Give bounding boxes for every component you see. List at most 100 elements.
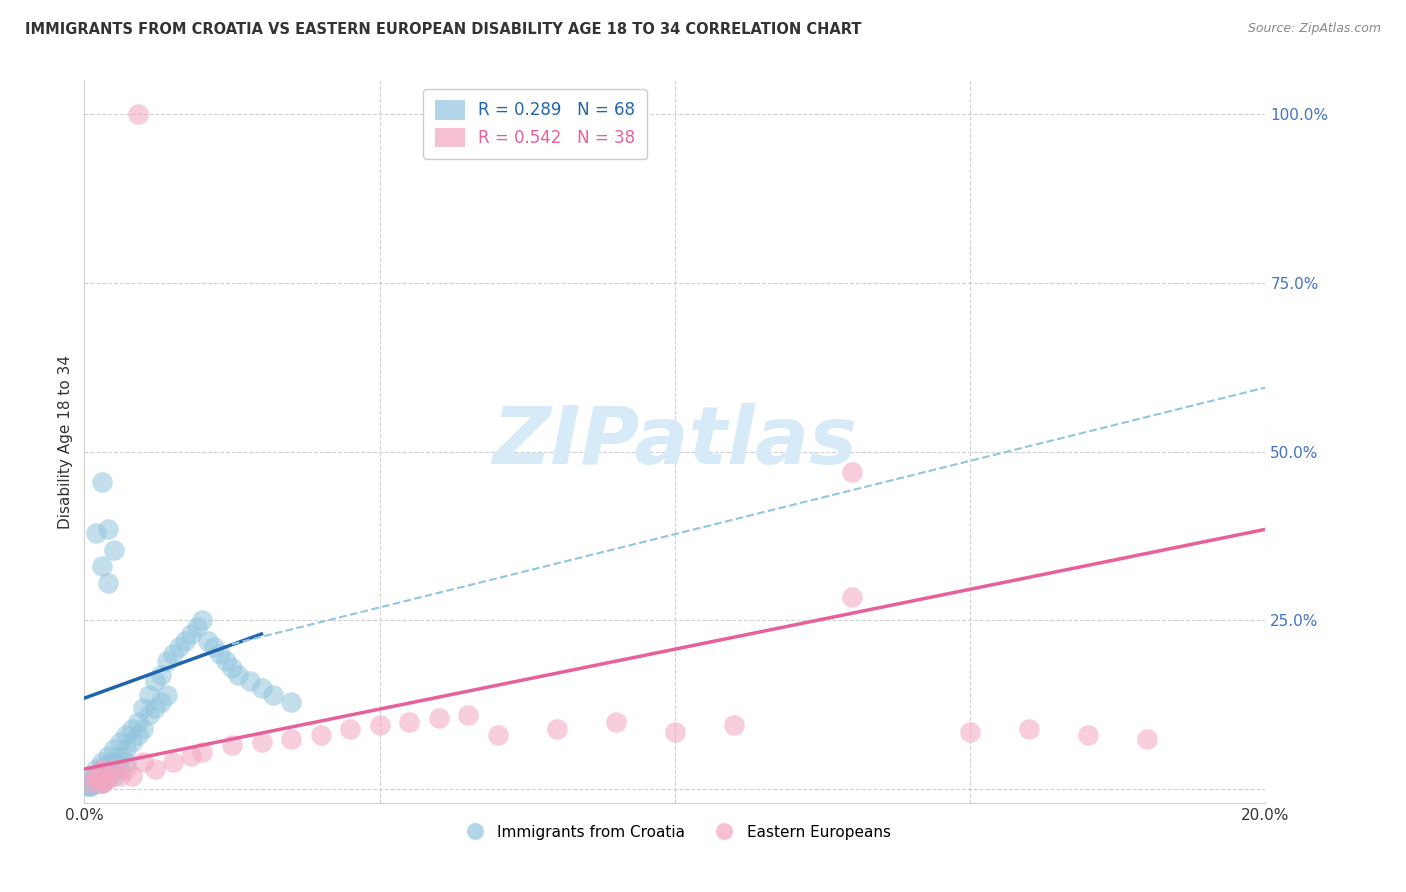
Point — [191, 614, 214, 628]
Point — [1136, 731, 1159, 746]
Point — [398, 714, 420, 729]
Point — [150, 694, 173, 708]
Point — [427, 711, 450, 725]
Point — [91, 762, 114, 776]
Point — [84, 772, 107, 787]
Point — [79, 775, 101, 789]
Legend: Immigrants from Croatia, Eastern Europeans: Immigrants from Croatia, Eastern Europea… — [453, 819, 897, 846]
Point — [127, 107, 149, 121]
Point — [186, 620, 208, 634]
Point — [103, 542, 125, 557]
Point — [91, 762, 114, 776]
Point — [114, 741, 136, 756]
Point — [97, 522, 120, 536]
Point — [150, 667, 173, 681]
Point — [84, 769, 107, 783]
Point — [162, 647, 184, 661]
Point — [84, 775, 107, 789]
Point — [457, 708, 479, 723]
Point — [143, 701, 166, 715]
Point — [79, 779, 101, 793]
Point — [138, 688, 160, 702]
Point — [97, 748, 120, 763]
Point — [127, 728, 149, 742]
Point — [94, 758, 117, 772]
Point — [91, 775, 114, 789]
Point — [250, 681, 273, 695]
Point — [87, 765, 111, 780]
Point — [546, 722, 568, 736]
Point — [114, 756, 136, 770]
Point — [1018, 722, 1040, 736]
Point — [143, 674, 166, 689]
Point — [664, 725, 686, 739]
Point — [91, 756, 114, 770]
Point — [180, 627, 202, 641]
Point — [156, 654, 179, 668]
Point — [97, 576, 120, 591]
Point — [103, 762, 125, 776]
Point — [84, 769, 107, 783]
Point — [91, 769, 114, 783]
Point — [280, 731, 302, 746]
Point — [91, 775, 114, 789]
Point — [202, 640, 225, 655]
Point — [156, 688, 179, 702]
Point — [723, 718, 745, 732]
Point — [221, 661, 243, 675]
Point — [79, 775, 101, 789]
Point — [197, 633, 219, 648]
Point — [108, 762, 131, 776]
Point — [97, 762, 120, 776]
Point — [368, 718, 391, 732]
Point — [132, 756, 155, 770]
Point — [91, 475, 114, 489]
Point — [79, 775, 101, 789]
Point — [79, 769, 101, 783]
Point — [84, 762, 107, 776]
Point — [103, 756, 125, 770]
Point — [841, 465, 863, 479]
Point — [339, 722, 361, 736]
Text: IMMIGRANTS FROM CROATIA VS EASTERN EUROPEAN DISABILITY AGE 18 TO 34 CORRELATION : IMMIGRANTS FROM CROATIA VS EASTERN EUROP… — [25, 22, 862, 37]
Text: ZIPatlas: ZIPatlas — [492, 402, 858, 481]
Point — [250, 735, 273, 749]
Point — [138, 708, 160, 723]
Point — [84, 525, 107, 540]
Point — [97, 772, 120, 787]
Point — [841, 590, 863, 604]
Point — [103, 741, 125, 756]
Point — [262, 688, 284, 702]
Point — [108, 735, 131, 749]
Point — [280, 694, 302, 708]
Text: Source: ZipAtlas.com: Source: ZipAtlas.com — [1247, 22, 1381, 36]
Point — [127, 714, 149, 729]
Point — [108, 769, 131, 783]
Point — [76, 779, 98, 793]
Point — [215, 654, 238, 668]
Point — [221, 739, 243, 753]
Point — [91, 775, 114, 789]
Point — [114, 762, 136, 776]
Point — [309, 728, 332, 742]
Point — [103, 769, 125, 783]
Point — [1077, 728, 1099, 742]
Point — [209, 647, 232, 661]
Point — [82, 772, 104, 787]
Point — [173, 633, 195, 648]
Point — [97, 769, 120, 783]
Point — [180, 748, 202, 763]
Point — [103, 762, 125, 776]
Point — [84, 775, 107, 789]
Point — [605, 714, 627, 729]
Point — [100, 756, 122, 770]
Point — [121, 735, 143, 749]
Point — [132, 701, 155, 715]
Point — [959, 725, 981, 739]
Point — [167, 640, 190, 655]
Point — [143, 762, 166, 776]
Point — [486, 728, 509, 742]
Point — [239, 674, 262, 689]
Point — [121, 769, 143, 783]
Y-axis label: Disability Age 18 to 34: Disability Age 18 to 34 — [58, 354, 73, 529]
